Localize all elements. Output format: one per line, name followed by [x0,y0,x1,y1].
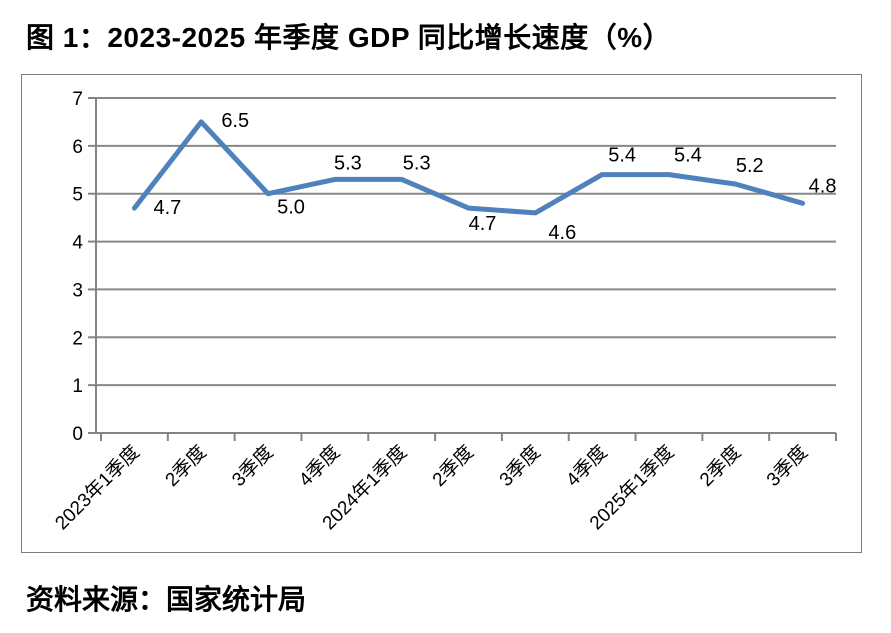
y-tick-label: 5 [72,185,83,206]
y-tick-label: 1 [72,376,83,397]
y-tick-label: 3 [72,280,83,301]
x-category-label: 4季度 [562,441,612,491]
x-category-label: 2季度 [428,441,478,491]
figure-title: 图 1：2023-2025 年季度 GDP 同比增长速度（%） [26,22,672,53]
source-note: 资料来源：国家统计局 [26,584,307,615]
data-label: 6.5 [221,110,249,132]
x-category-label: 2季度 [695,441,745,491]
gdp-series-line [131,119,806,216]
x-category-label: 3季度 [762,441,812,491]
data-label: 5.4 [608,145,636,167]
x-category-label: 4季度 [294,441,344,491]
y-tick-label: 0 [72,424,83,445]
data-label: 4.8 [809,175,837,197]
data-label: 5.3 [334,152,362,174]
x-category-label: 2季度 [161,441,211,491]
x-category-label: 3季度 [228,441,278,491]
data-label: 4.7 [154,197,182,219]
data-label: 5.3 [403,152,431,174]
y-tick-label: 2 [72,328,83,349]
y-tick-label: 4 [72,233,83,254]
chart-frame: 0 1 2 3 4 5 6 7 2023年1季度 2季度 3季度 4季度 2024年1季度 2季度 3季度 4… [21,74,862,553]
data-label: 5.2 [736,155,764,177]
x-category-label: 3季度 [495,441,545,491]
data-label: 5.0 [277,197,305,219]
data-label: 4.7 [469,213,497,235]
data-label: 5.4 [674,145,702,167]
x-category-label: 2023年1季度 [51,441,144,534]
y-tick-label: 6 [72,137,83,158]
y-tick-label: 7 [72,89,83,110]
data-label: 4.6 [548,222,576,244]
